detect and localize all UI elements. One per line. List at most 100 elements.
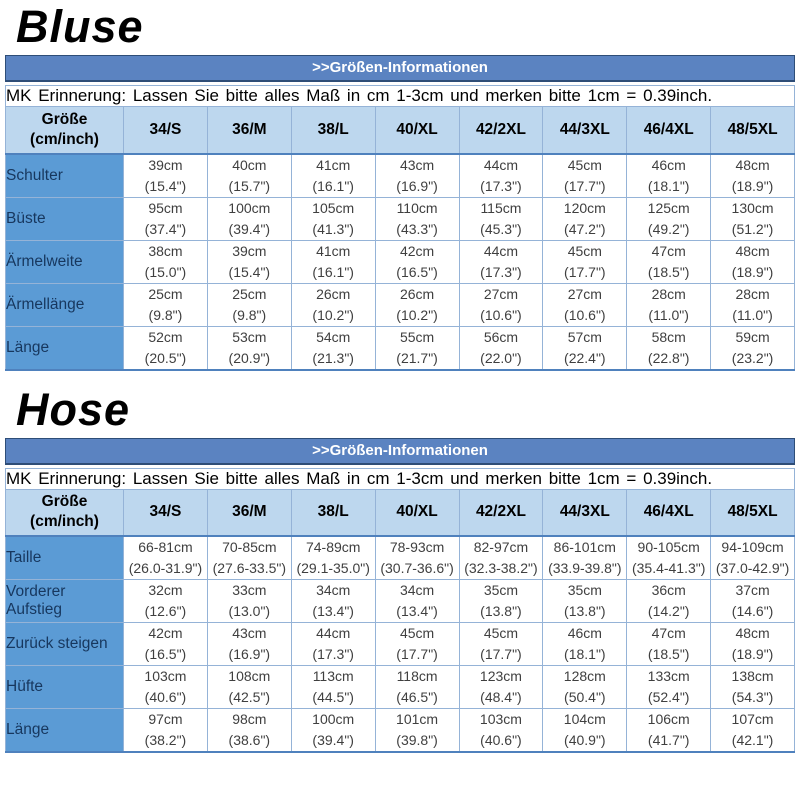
measurement-row-label: Büste xyxy=(5,196,124,241)
measurement-cell: 28cm (11.0") xyxy=(626,282,712,327)
measurement-cm: 115cm xyxy=(480,199,522,216)
size-column-header: 38/L xyxy=(290,106,376,155)
measurement-cell: 34cm (13.4") xyxy=(374,579,460,623)
measurement-cm: 55cm xyxy=(399,328,435,345)
measurement-row-label: Länge xyxy=(5,708,124,753)
measurement-cell: 27cm (10.6") xyxy=(458,282,544,327)
measurement-cell: 70-85cm (27.6-33.5") xyxy=(206,535,292,580)
size-column-title-line2: (cm/inch) xyxy=(30,513,99,531)
measurement-row-label: Hüfte xyxy=(5,665,124,709)
measurement-cm: 48cm xyxy=(735,242,770,259)
measurement-inch: (17.7") xyxy=(564,263,606,280)
measurement-row: Zurück steigen 42cm (16.5") 43cm (16.9") 44cm… xyxy=(5,622,795,666)
measurement-cm: 33cm xyxy=(232,582,267,598)
measurement-cm: 44cm xyxy=(483,156,519,173)
page-title: Bluse xyxy=(16,1,144,52)
measurement-cm: 40cm xyxy=(232,156,267,173)
measurement-inch: (50.4") xyxy=(564,689,606,705)
measurement-inch: (16.5") xyxy=(396,263,438,280)
measurement-cm: 130cm xyxy=(731,199,774,216)
measurement-cell: 97cm (38.2") xyxy=(123,708,208,753)
measurement-cm: 39cm xyxy=(232,242,267,259)
measurement-cm: 70-85cm xyxy=(222,539,277,555)
measurement-cell: 28cm (11.0") xyxy=(710,282,795,327)
measurement-cell: 27cm (10.6") xyxy=(542,282,628,327)
size-column-title-line1: Größe xyxy=(41,493,88,511)
measurement-cm: 52cm xyxy=(148,328,183,345)
size-column-header: 46/4XL xyxy=(626,106,712,155)
measurement-inch: (22.8") xyxy=(647,349,690,366)
measurement-cell: 113cm (44.5") xyxy=(290,665,376,709)
section-hose: Hose >>Größen-Informationen MK Erinnerun… xyxy=(0,384,800,753)
measurement-cell: 35cm (13.8") xyxy=(458,579,544,623)
measurement-cm: 59cm xyxy=(735,328,770,345)
measurement-row-label: Vorderer Aufstieg xyxy=(5,579,124,623)
measurement-cell: 26cm (10.2") xyxy=(290,282,376,327)
measurement-inch: (40.6") xyxy=(480,732,522,748)
measurement-inch: (52.4") xyxy=(647,689,690,705)
size-column-header: 42/2XL xyxy=(458,106,544,155)
measurement-cell: 48cm (18.9") xyxy=(710,153,795,198)
measurement-inch: (38.2") xyxy=(144,732,187,748)
measurement-cell: 44cm (17.3") xyxy=(290,622,376,666)
measurement-cell: 115cm (45.3") xyxy=(458,196,544,241)
measurement-inch: (10.6") xyxy=(480,306,522,323)
measurement-cell: 41cm (16.1") xyxy=(290,239,376,284)
measurement-inch: (15.7") xyxy=(228,177,271,194)
measurement-row-label: Ärmelweite xyxy=(5,239,124,284)
measurement-inch: (41.3") xyxy=(312,220,354,237)
measurement-cm: 123cm xyxy=(479,668,522,684)
measurement-row: Länge 97cm (38.2") 98cm (38.6") 100cm (39.4") 1… xyxy=(5,708,795,753)
measurement-cell: 48cm (18.9") xyxy=(710,622,795,666)
measurement-cell: 86-101cm (33.9-39.8") xyxy=(542,535,628,580)
measurement-cm: 120cm xyxy=(563,199,606,216)
measurement-inch: (15.4") xyxy=(144,177,187,194)
measurement-inch: (48.4") xyxy=(480,689,522,705)
measurement-inch: (16.9") xyxy=(228,646,271,662)
measurement-cm: 46cm xyxy=(651,156,686,173)
measurement-inch: (27.6-33.5") xyxy=(212,560,287,576)
measurement-cm: 34cm xyxy=(399,582,435,598)
measurement-row: Ärmellänge 25cm (9.8") 25cm (9.8") 26cm (10.2"… xyxy=(5,282,795,327)
measurement-note: MK Erinnerung: Lassen Sie bitte alles Ma… xyxy=(5,85,795,107)
measurement-cm: 47cm xyxy=(651,625,686,641)
measurement-cm: 46cm xyxy=(567,625,602,641)
measurement-inch: (22.4") xyxy=(564,349,606,366)
measurement-cell: 74-89cm (29.1-35.0") xyxy=(290,535,376,580)
measurement-cm: 118cm xyxy=(396,668,438,684)
measurement-cell: 90-105cm (35.4-41.3") xyxy=(626,535,712,580)
note-row: MK Erinnerung: Lassen Sie bitte alles Ma… xyxy=(5,85,795,107)
measurement-row-label: Schulter xyxy=(5,153,124,198)
size-column-header: 40/XL xyxy=(374,488,460,537)
measurement-cm: 98cm xyxy=(232,711,267,727)
measurement-cell: 45cm (17.7") xyxy=(458,622,544,666)
size-column-header: 36/M xyxy=(206,106,292,155)
measurement-cm: 41cm xyxy=(316,156,351,173)
measurement-inch: (20.5") xyxy=(144,349,187,366)
measurement-inch: (11.0") xyxy=(732,306,773,323)
size-info-banner: >>Größen-Informationen xyxy=(5,55,795,82)
measurement-cell: 37cm (14.6") xyxy=(710,579,795,623)
measurement-inch: (33.9-39.8") xyxy=(548,560,622,576)
measurement-inch: (17.3") xyxy=(312,646,354,662)
measurement-row: Ärmelweite 38cm (15.0") 39cm (15.4") 41cm (16.… xyxy=(5,239,795,284)
measurement-cell: 58cm (22.8") xyxy=(626,325,712,371)
measurement-cell: 48cm (18.9") xyxy=(710,239,795,284)
measurement-cm: 44cm xyxy=(316,625,351,641)
measurement-cm: 44cm xyxy=(483,242,519,259)
measurement-cm: 45cm xyxy=(399,625,435,641)
measurement-inch: (16.1") xyxy=(312,263,354,280)
measurement-inch: (9.8") xyxy=(148,306,183,323)
measurement-cell: 34cm (13.4") xyxy=(290,579,376,623)
measurement-cm: 35cm xyxy=(483,582,519,598)
measurement-cm: 103cm xyxy=(479,711,522,727)
measurement-cell: 39cm (15.4") xyxy=(123,153,208,198)
measurement-inch: (49.2") xyxy=(647,220,690,237)
measurement-inch: (15.0") xyxy=(144,263,187,280)
measurement-cm: 35cm xyxy=(567,582,602,598)
measurement-cm: 94-109cm xyxy=(721,539,784,555)
measurement-inch: (29.1-35.0") xyxy=(296,560,370,576)
size-column-title: Größe (cm/inch) xyxy=(5,106,124,155)
measurement-cell: 95cm (37.4") xyxy=(123,196,208,241)
measurement-inch: (47.2") xyxy=(564,220,606,237)
